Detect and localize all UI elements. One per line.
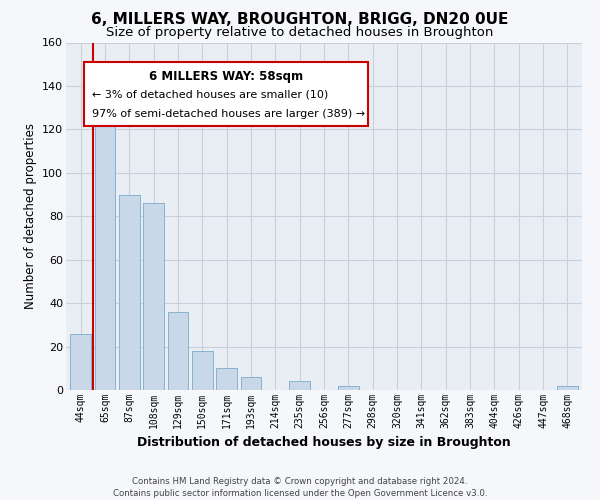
Bar <box>95 123 115 390</box>
Bar <box>192 351 212 390</box>
Text: Size of property relative to detached houses in Broughton: Size of property relative to detached ho… <box>106 26 494 39</box>
Bar <box>167 312 188 390</box>
Text: ← 3% of detached houses are smaller (10): ← 3% of detached houses are smaller (10) <box>92 90 328 100</box>
Text: Contains HM Land Registry data © Crown copyright and database right 2024.
Contai: Contains HM Land Registry data © Crown c… <box>113 476 487 498</box>
Bar <box>338 386 359 390</box>
Bar <box>143 203 164 390</box>
Text: 6 MILLERS WAY: 58sqm: 6 MILLERS WAY: 58sqm <box>149 70 303 84</box>
Bar <box>241 377 262 390</box>
Bar <box>216 368 237 390</box>
Text: 97% of semi-detached houses are larger (389) →: 97% of semi-detached houses are larger (… <box>92 108 365 118</box>
Y-axis label: Number of detached properties: Number of detached properties <box>23 123 37 309</box>
X-axis label: Distribution of detached houses by size in Broughton: Distribution of detached houses by size … <box>137 436 511 450</box>
Bar <box>119 194 140 390</box>
FancyBboxPatch shape <box>84 62 368 126</box>
Text: 6, MILLERS WAY, BROUGHTON, BRIGG, DN20 0UE: 6, MILLERS WAY, BROUGHTON, BRIGG, DN20 0… <box>91 12 509 28</box>
Bar <box>289 382 310 390</box>
Bar <box>70 334 91 390</box>
Bar <box>557 386 578 390</box>
